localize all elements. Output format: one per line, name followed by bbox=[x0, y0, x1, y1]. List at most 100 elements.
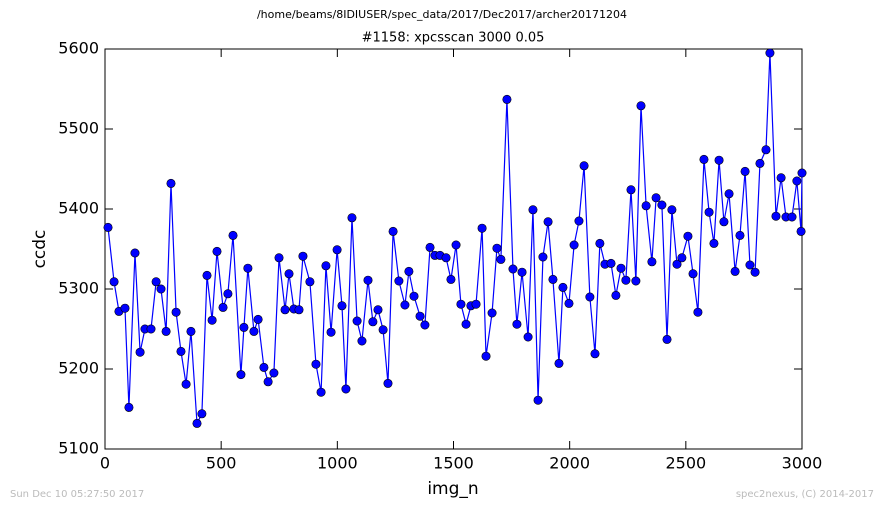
data-point bbox=[409, 291, 419, 301]
data-point bbox=[451, 240, 461, 250]
data-point bbox=[750, 267, 760, 277]
data-point bbox=[394, 276, 404, 286]
data-point bbox=[523, 332, 533, 342]
data-point bbox=[796, 226, 806, 236]
data-point bbox=[471, 299, 481, 309]
y-axis-label: ccdc bbox=[30, 230, 50, 269]
data-point bbox=[569, 240, 579, 250]
data-point bbox=[528, 205, 538, 215]
data-point bbox=[383, 378, 393, 388]
data-point bbox=[461, 319, 471, 329]
data-point bbox=[284, 269, 294, 279]
data-point bbox=[400, 300, 410, 310]
data-point bbox=[243, 263, 253, 273]
data-point bbox=[280, 305, 290, 315]
chart-title: /home/beams/8IDIUSER/spec_data/2017/Dec2… bbox=[257, 8, 627, 21]
data-point bbox=[212, 246, 222, 256]
data-point bbox=[502, 94, 512, 104]
data-point bbox=[496, 254, 506, 264]
data-point bbox=[130, 248, 140, 258]
y-tick-label: 5600 bbox=[58, 39, 99, 58]
y-tick-label: 5500 bbox=[58, 119, 99, 138]
data-point bbox=[223, 289, 233, 299]
data-point bbox=[558, 282, 568, 292]
data-point bbox=[590, 349, 600, 359]
data-point bbox=[151, 277, 161, 287]
data-point bbox=[228, 230, 238, 240]
data-point bbox=[253, 314, 263, 324]
data-point bbox=[730, 266, 740, 276]
data-point bbox=[192, 418, 202, 428]
data-point bbox=[657, 200, 667, 210]
data-point bbox=[543, 217, 553, 227]
data-point bbox=[186, 326, 196, 336]
data-point bbox=[294, 305, 304, 315]
data-point bbox=[357, 336, 367, 346]
x-tick-label: 500 bbox=[206, 454, 237, 473]
data-point bbox=[341, 384, 351, 394]
data-point bbox=[298, 251, 308, 261]
data-point bbox=[792, 176, 802, 186]
data-point bbox=[456, 299, 466, 309]
data-point bbox=[316, 387, 326, 397]
data-point bbox=[574, 216, 584, 226]
data-point bbox=[492, 243, 502, 253]
data-point bbox=[441, 253, 451, 263]
data-point bbox=[740, 166, 750, 176]
data-point bbox=[326, 327, 336, 337]
data-point bbox=[579, 161, 589, 171]
y-tick-label: 5200 bbox=[58, 359, 99, 378]
data-point bbox=[321, 261, 331, 271]
data-point bbox=[378, 325, 388, 335]
data-point bbox=[512, 319, 522, 329]
data-point bbox=[626, 185, 636, 195]
y-tick-label: 5300 bbox=[58, 279, 99, 298]
data-point bbox=[776, 173, 786, 183]
data-point bbox=[538, 252, 548, 262]
data-line bbox=[107, 52, 803, 426]
data-point bbox=[120, 303, 130, 313]
data-point bbox=[352, 316, 362, 326]
data-point bbox=[508, 264, 518, 274]
data-point bbox=[311, 359, 321, 369]
data-point bbox=[171, 307, 181, 317]
data-point bbox=[477, 223, 487, 233]
data-point bbox=[202, 270, 212, 280]
data-point bbox=[585, 292, 595, 302]
x-tick-label: 0 bbox=[100, 454, 110, 473]
data-point bbox=[517, 267, 527, 277]
x-tick-label: 1000 bbox=[317, 454, 358, 473]
data-point bbox=[621, 275, 631, 285]
data-point bbox=[677, 253, 687, 263]
data-point bbox=[347, 213, 357, 223]
data-point bbox=[787, 212, 797, 222]
data-point bbox=[693, 307, 703, 317]
data-point bbox=[636, 101, 646, 111]
data-point bbox=[564, 298, 574, 308]
data-point bbox=[714, 155, 724, 165]
data-point bbox=[647, 257, 657, 267]
data-point bbox=[709, 238, 719, 248]
data-point bbox=[135, 347, 145, 357]
data-point bbox=[425, 242, 435, 252]
data-point bbox=[176, 346, 186, 356]
data-point bbox=[404, 266, 414, 276]
data-point bbox=[124, 402, 134, 412]
data-point bbox=[487, 308, 497, 318]
data-point bbox=[373, 305, 383, 315]
y-tick-label: 5400 bbox=[58, 199, 99, 218]
data-point bbox=[595, 238, 605, 248]
x-tick-label: 2000 bbox=[549, 454, 590, 473]
data-point bbox=[146, 324, 156, 334]
data-point bbox=[771, 211, 781, 221]
data-point bbox=[239, 322, 249, 332]
x-tick-label: 2500 bbox=[665, 454, 706, 473]
data-point bbox=[735, 230, 745, 240]
data-point bbox=[554, 358, 564, 368]
data-point bbox=[481, 351, 491, 361]
x-axis-label: img_n bbox=[427, 479, 478, 499]
data-point bbox=[236, 370, 246, 380]
data-point bbox=[181, 379, 191, 389]
data-point bbox=[415, 311, 425, 321]
